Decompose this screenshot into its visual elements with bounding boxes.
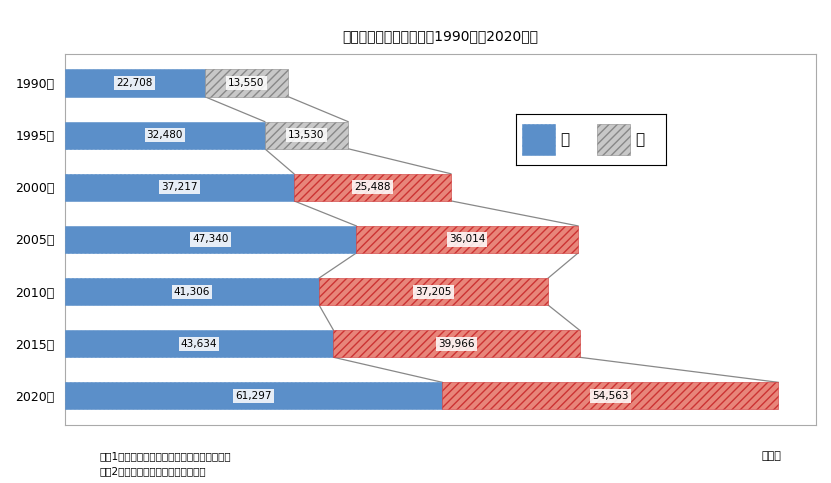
Text: 54,563: 54,563 <box>592 391 628 401</box>
Bar <box>319 278 548 305</box>
Text: 61,297: 61,297 <box>235 391 272 401</box>
Text: 13,530: 13,530 <box>288 130 325 140</box>
Text: 47,340: 47,340 <box>192 234 229 244</box>
Text: （人）: （人） <box>761 451 781 461</box>
Title: 外国人就業者数の推移（1990年～2020年）: 外国人就業者数の推移（1990年～2020年） <box>342 29 538 43</box>
Text: 37,217: 37,217 <box>161 182 198 192</box>
Bar <box>356 226 578 253</box>
Bar <box>65 330 333 357</box>
Bar <box>204 70 288 97</box>
Bar <box>65 383 442 410</box>
Text: （注1）日本人・外国人の別「不詳」を除く。: （注1）日本人・外国人の別「不詳」を除く。 <box>100 451 231 461</box>
Text: 32,480: 32,480 <box>146 130 183 140</box>
Text: 37,205: 37,205 <box>416 286 452 297</box>
Text: 39,966: 39,966 <box>438 339 475 349</box>
Bar <box>65 70 204 97</box>
Bar <box>65 278 319 305</box>
Bar <box>442 383 778 410</box>
Text: 41,306: 41,306 <box>174 286 210 297</box>
Text: 13,550: 13,550 <box>229 78 264 88</box>
Text: 25,488: 25,488 <box>354 182 391 192</box>
Text: 22,708: 22,708 <box>116 78 153 88</box>
Text: 36,014: 36,014 <box>449 234 485 244</box>
Bar <box>294 174 451 201</box>
Text: （注2）労働力状態「不詳」を除く。: （注2）労働力状態「不詳」を除く。 <box>100 466 206 476</box>
Text: 43,634: 43,634 <box>181 339 218 349</box>
Bar <box>65 122 265 149</box>
Bar <box>65 174 294 201</box>
Bar <box>265 122 348 149</box>
Bar <box>333 330 579 357</box>
Bar <box>65 226 356 253</box>
